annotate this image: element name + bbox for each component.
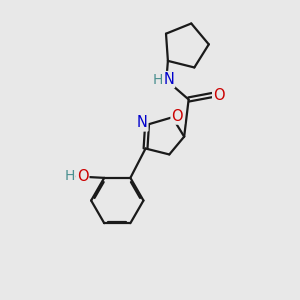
Text: O: O bbox=[213, 88, 225, 103]
Text: N: N bbox=[163, 72, 174, 87]
Text: N: N bbox=[136, 116, 147, 130]
Text: H: H bbox=[64, 169, 75, 183]
Text: O: O bbox=[172, 109, 183, 124]
Text: O: O bbox=[77, 169, 88, 184]
Text: H: H bbox=[153, 73, 163, 87]
